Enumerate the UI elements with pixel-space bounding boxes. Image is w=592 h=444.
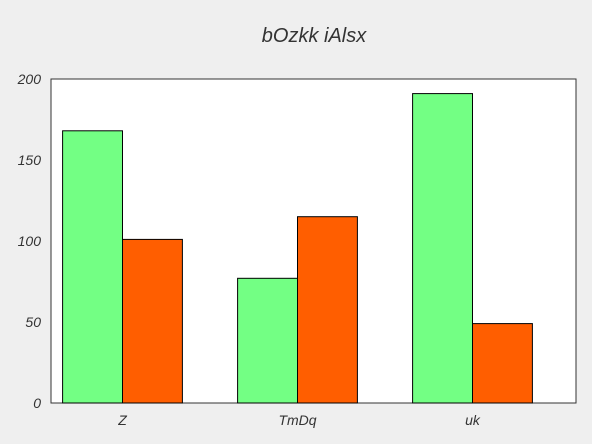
x-tick-label: Z (117, 412, 127, 428)
chart-title: bOzkk iAlsx (262, 25, 367, 47)
y-tick-label: 100 (18, 233, 42, 249)
x-tick-label: TmDq (278, 412, 316, 428)
y-tick-label: 50 (25, 314, 41, 330)
y-tick-label: 0 (33, 395, 41, 411)
bar-series-2-z (122, 238, 183, 404)
y-tick-label: 200 (17, 71, 42, 87)
bar-series-1-tmdq (237, 277, 299, 404)
bars-layer (62, 93, 533, 404)
bar-series-1-z (62, 130, 123, 404)
bar-series-1-uk (412, 93, 474, 404)
bar-series-2-uk (472, 323, 533, 404)
bar-series-2-tmdq (297, 216, 358, 404)
x-tick-label: uk (465, 412, 481, 428)
ticks-layer: Z TmDq uk 0 50 100 150 200 (17, 71, 481, 428)
y-tick-label: 150 (18, 152, 42, 168)
